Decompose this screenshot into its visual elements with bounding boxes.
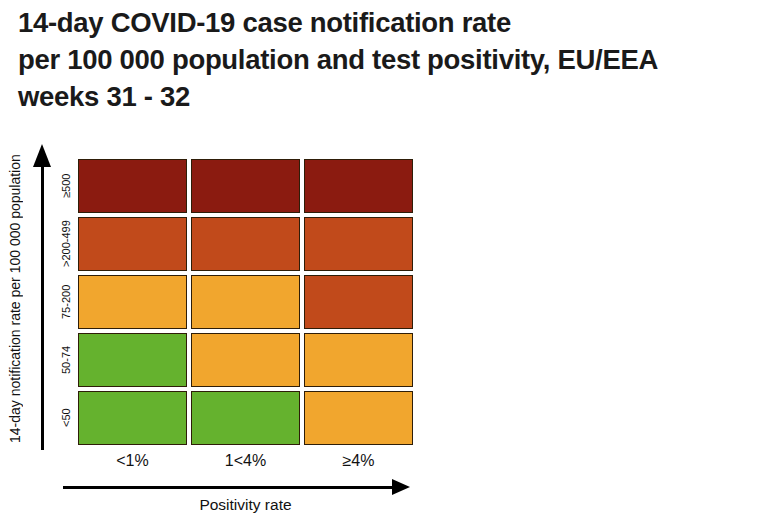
- page-title: 14-day COVID-19 case notification rate p…: [18, 4, 658, 115]
- heatmap-cell-low: [78, 391, 187, 445]
- x-tick-label: <1%: [78, 452, 187, 470]
- heatmap-cell-very-high: [304, 159, 413, 213]
- heatmap-cell-very-high: [191, 159, 300, 213]
- x-axis-arrow: [63, 486, 394, 489]
- y-axis-arrow: [41, 166, 44, 450]
- heatmap-cell-high: [304, 217, 413, 271]
- x-axis-arrowhead-icon: [392, 479, 410, 495]
- y-tick-label: >200-499: [57, 217, 74, 271]
- x-tick-label: ≥4%: [304, 452, 413, 470]
- heatmap-grid: ≥500 >200-499 75-200 50-74 <50: [57, 159, 413, 445]
- heatmap-cell-medium: [191, 275, 300, 329]
- y-tick-label: 50-74: [57, 333, 74, 387]
- y-axis-label: 14-day notification rate per 100 000 pop…: [4, 140, 26, 458]
- heatmap-cell-medium: [191, 333, 300, 387]
- heatmap-cell-medium: [304, 391, 413, 445]
- heatmap-cell-low: [78, 333, 187, 387]
- y-tick-label: ≥500: [57, 159, 74, 213]
- heatmap-row: ≥500: [57, 159, 413, 213]
- heatmap-cell-high: [304, 275, 413, 329]
- heatmap-row: 50-74: [57, 333, 413, 387]
- y-tick-label: 75-200: [57, 275, 74, 329]
- x-axis-title: Positivity rate: [78, 496, 413, 514]
- page-title-line2: per 100 000 population and test positivi…: [18, 44, 658, 75]
- page-title-line1: 14-day COVID-19 case notification rate: [18, 7, 511, 38]
- heatmap-cell-very-high: [78, 159, 187, 213]
- heatmap-cell-low: [191, 391, 300, 445]
- heatmap-cell-high: [191, 217, 300, 271]
- page-title-line3: weeks 31 - 32: [18, 81, 190, 112]
- y-axis-arrowhead-icon: [33, 144, 51, 167]
- x-tick-labels: <1%1<4%≥4%: [78, 452, 413, 470]
- x-tick-label: 1<4%: [191, 452, 300, 470]
- heatmap-cell-medium: [304, 333, 413, 387]
- heatmap-cell-high: [78, 217, 187, 271]
- y-tick-label: <50: [57, 391, 74, 445]
- covid-heatmap-page: 14-day COVID-19 case notification rate p…: [0, 0, 770, 524]
- heatmap-row: <50: [57, 391, 413, 445]
- heatmap-row: >200-499: [57, 217, 413, 271]
- heatmap-row: 75-200: [57, 275, 413, 329]
- heatmap-cell-medium: [78, 275, 187, 329]
